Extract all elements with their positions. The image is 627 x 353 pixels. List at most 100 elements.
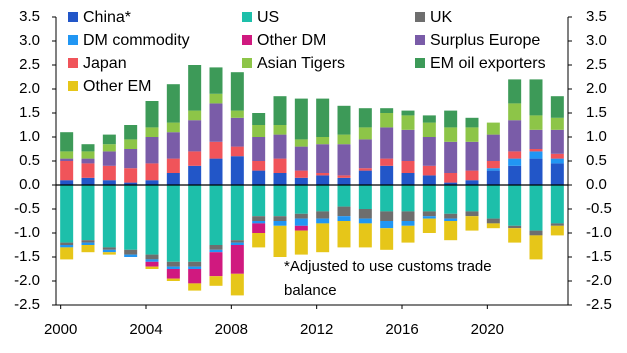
bar-segment [337,185,351,207]
bar-segment [273,216,287,221]
legend-label: EM oil exporters [430,55,546,72]
bar-segment [358,168,372,171]
bar-segment [358,223,372,248]
bar-segment [529,149,543,152]
bar-segment [294,230,308,255]
bar-segment [60,242,74,245]
bar-segment [102,185,116,248]
legend-swatch [415,35,425,45]
y2-tick-label: -2.5 [586,296,612,313]
bar-segment [102,252,116,255]
bar-segment [550,117,564,130]
bar-segment [188,110,202,121]
bar-segment [358,218,372,224]
bar-segment [508,185,522,226]
bar-segment [529,185,543,231]
bar-segment [145,127,159,137]
bar-segment [444,182,458,185]
bar-segment [188,283,202,291]
bar-segment [252,233,266,248]
legend-swatch [68,35,78,45]
bar-segment [550,223,564,226]
bar-segment [550,129,564,154]
y2-tick-label: 3.0 [586,32,607,49]
bar-segment [380,185,394,212]
bar-segment [166,122,180,133]
y2-tick-label: 2.0 [586,80,607,97]
x-tick-label: 2012 [300,321,333,338]
x-tick-label: 2008 [215,321,248,338]
bar-segment [145,185,159,255]
bar-segment [294,98,308,140]
y2-tick-label: -1.5 [586,248,612,265]
legend-label: Other EM [83,78,151,95]
bar-segment [508,158,522,166]
bar-segment [230,240,244,243]
annotation: balance [284,282,337,299]
bar-segment [188,185,202,262]
legend-swatch [68,58,78,68]
bar-segment [337,177,351,185]
bar-segment [422,115,436,123]
bar-segment [380,165,394,185]
bar-segment [465,211,479,217]
bar-segment [422,137,436,166]
bar-segment [273,173,287,185]
bar-segment [486,134,500,161]
bar-segment [401,173,415,185]
y-tick-label: -0.5 [14,200,40,217]
bar-segment [444,110,458,128]
bar-segment [188,151,202,166]
bar-segment [230,156,244,185]
bar-segment [316,185,330,212]
bar-segment [465,180,479,185]
bar-segment [230,72,244,111]
bar-segment [380,113,394,128]
bar-segment [294,213,308,219]
x-tick-label: 2020 [471,321,504,338]
legend-swatch [242,58,252,68]
bar-segment [209,185,223,245]
bar-segment [444,213,458,219]
y-tick-label: -2.5 [14,296,40,313]
bar-segment [252,221,266,224]
bar-segment [316,175,330,185]
bar-segment [81,158,95,164]
bar-segment [444,218,458,221]
bar-segment [102,180,116,185]
y-tick-label: 0.5 [19,152,40,169]
bar-segment [529,129,543,149]
y2-tick-label: 1.0 [586,128,607,145]
bar-segment [145,261,159,267]
bar-segment [81,245,95,253]
bar-segment [486,161,500,169]
bar-segment [81,177,95,185]
bar-segment [124,254,138,257]
bar-segment [401,221,415,226]
bar-segment [422,185,436,212]
y2-tick-label: 0.5 [586,152,607,169]
bar-segment [486,168,500,171]
bar-segment [209,245,223,250]
bar-segment [486,170,500,185]
bar-segment [166,278,180,281]
legend-label: China* [83,9,131,26]
bar-segment [273,225,287,257]
bar-segment [209,249,223,253]
y-tick-label: -1.0 [14,224,40,241]
bar-segment [401,129,415,161]
bar-segment [166,84,180,123]
bar-segment [550,225,564,236]
bar-segment [230,110,244,118]
bar-segment [486,122,500,135]
bar-segment [401,110,415,116]
bar-segment [358,127,372,140]
bar-segment [124,185,138,250]
bar-segment [252,216,266,221]
legend: China* US UK DM commodity Other DM Surplus Eu… [68,9,546,95]
legend-label: US [257,9,279,26]
bar-segment [486,185,500,219]
bar-segment [102,134,116,145]
bar-segment [252,125,266,137]
